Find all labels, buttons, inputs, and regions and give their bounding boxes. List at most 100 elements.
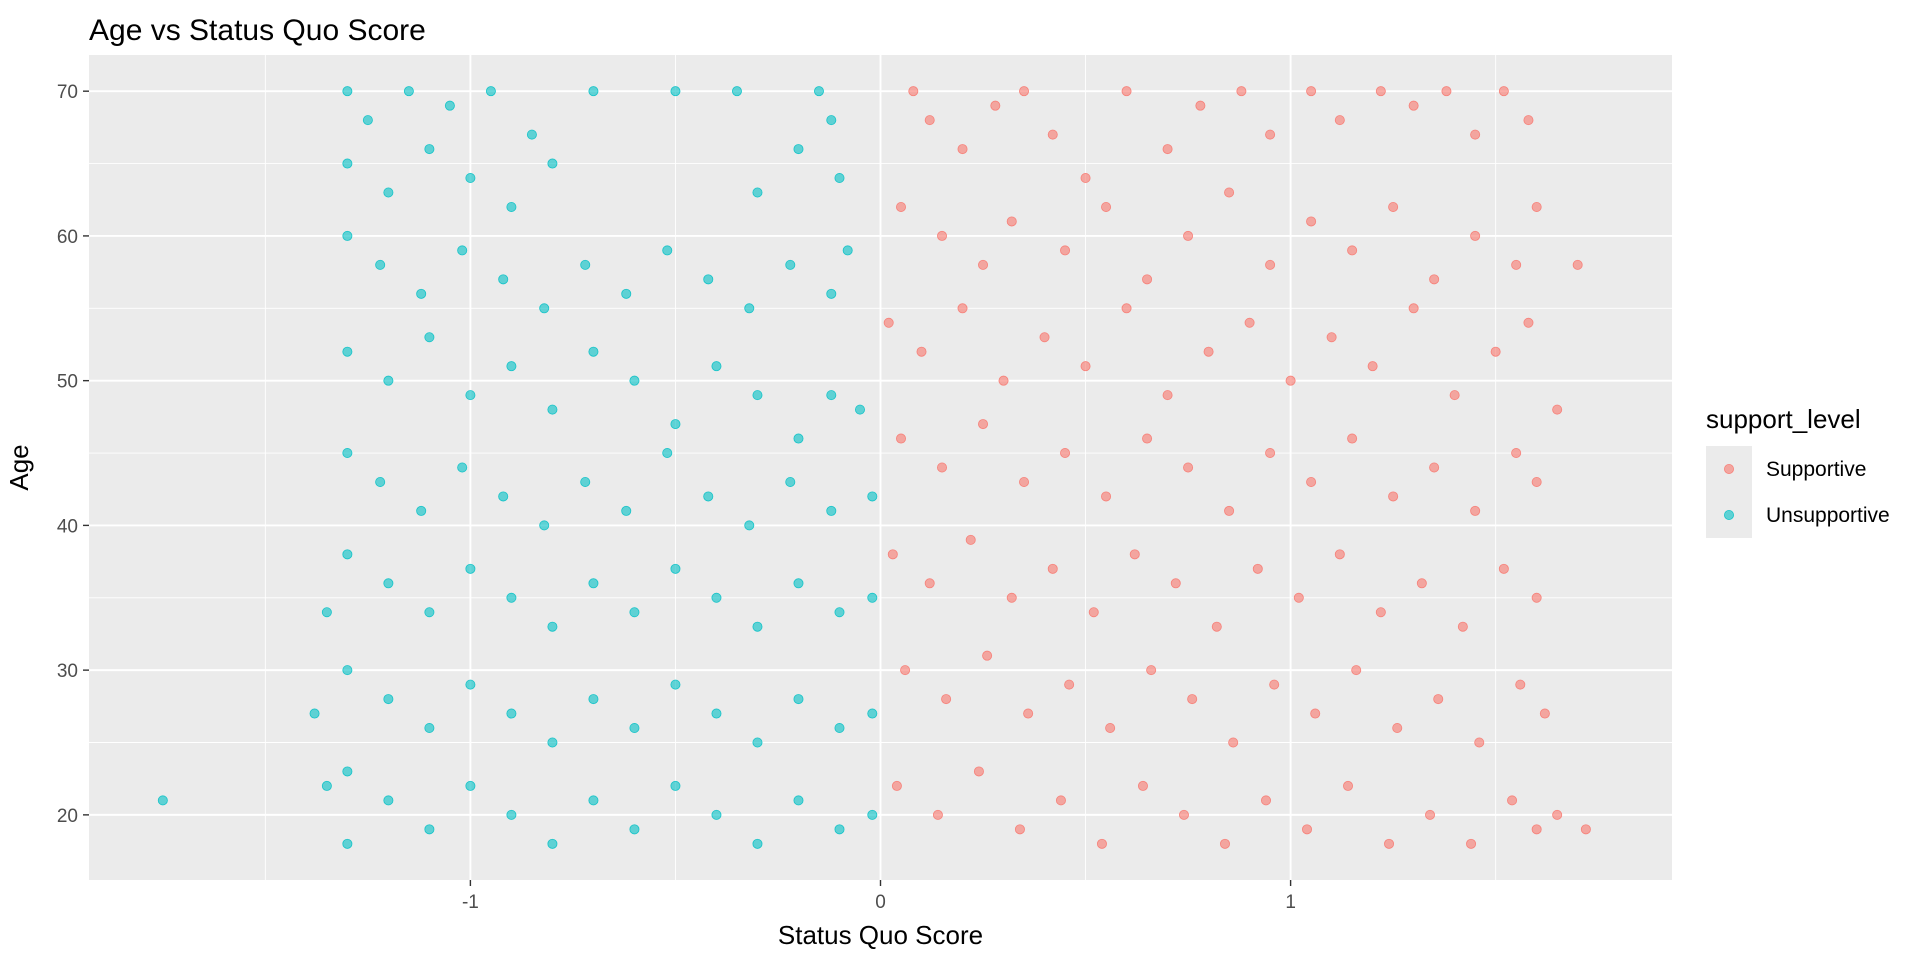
data-point [1490, 346, 1501, 357]
data-point [1552, 809, 1563, 820]
data-point [867, 491, 878, 502]
data-point [1498, 86, 1509, 97]
data-point [588, 346, 599, 357]
data-point [998, 375, 1009, 386]
series-supportive-points [883, 86, 1591, 849]
data-point [1470, 129, 1481, 140]
x-tick-label: 1 [1285, 892, 1296, 913]
data-point [424, 723, 435, 734]
data-point [1367, 361, 1378, 372]
data-point [416, 505, 427, 516]
data-point [1088, 607, 1099, 618]
data-point [937, 230, 948, 241]
data-point [1466, 838, 1477, 849]
data-point [342, 230, 353, 241]
data-point [342, 766, 353, 777]
data-point [383, 694, 394, 705]
data-point [506, 809, 517, 820]
data-point [887, 549, 898, 560]
data-point [1060, 245, 1071, 256]
data-point [1055, 795, 1066, 806]
data-point [973, 766, 984, 777]
data-point [629, 824, 640, 835]
data-point [321, 780, 332, 791]
data-point [342, 549, 353, 560]
data-point [1187, 694, 1198, 705]
data-point [1531, 824, 1542, 835]
data-point [629, 375, 640, 386]
data-point [932, 809, 943, 820]
data-point [547, 621, 558, 632]
legend-marker-unsupportive [1724, 509, 1735, 520]
data-point [1236, 86, 1247, 97]
data-point [588, 86, 599, 97]
major-gridlines [89, 55, 1672, 880]
data-point [670, 780, 681, 791]
data-point [1408, 100, 1419, 111]
data-point [1306, 216, 1317, 227]
legend-marker-supportive [1724, 463, 1735, 474]
data-point [465, 679, 476, 690]
data-point [1449, 390, 1460, 401]
data-point [506, 592, 517, 603]
data-point [1211, 621, 1222, 632]
data-point [1105, 723, 1116, 734]
data-point [1302, 824, 1313, 835]
data-point [1511, 259, 1522, 270]
data-point [539, 520, 550, 531]
data-point [867, 809, 878, 820]
data-point [1121, 303, 1132, 314]
data-point [1429, 462, 1440, 473]
data-point [752, 390, 763, 401]
data-point [752, 838, 763, 849]
data-point [1433, 694, 1444, 705]
y-tick-label: 50 [57, 372, 78, 393]
data-point [1511, 448, 1522, 459]
data-point [834, 607, 845, 618]
data-point [826, 115, 837, 126]
data-point [867, 708, 878, 719]
data-point [1137, 780, 1148, 791]
data-point [1425, 809, 1436, 820]
data-point [1080, 361, 1091, 372]
data-point [1388, 201, 1399, 212]
data-point [1224, 505, 1235, 516]
data-point [711, 809, 722, 820]
data-point [580, 476, 591, 487]
data-point [1219, 838, 1230, 849]
data-point [826, 390, 837, 401]
data-point [937, 462, 948, 473]
data-point [785, 476, 796, 487]
data-point [383, 187, 394, 198]
data-point [424, 824, 435, 835]
data-point [1203, 346, 1214, 357]
data-point [342, 838, 353, 849]
data-point [1470, 230, 1481, 241]
data-point [908, 86, 919, 97]
data-point [793, 433, 804, 444]
data-point [957, 303, 968, 314]
data-point [1441, 86, 1452, 97]
data-point [457, 462, 468, 473]
data-point [1146, 665, 1157, 676]
data-point [621, 288, 632, 299]
data-point [1195, 100, 1206, 111]
data-point [1326, 332, 1337, 343]
data-point [1064, 679, 1075, 690]
data-point [424, 144, 435, 155]
data-point [834, 824, 845, 835]
x-axis-title: Status Quo Score [778, 920, 983, 950]
data-point [1162, 144, 1173, 155]
data-point [465, 780, 476, 791]
legend: support_level Supportive Unsupportive [1706, 404, 1890, 538]
data-point [793, 694, 804, 705]
data-point [1375, 607, 1386, 618]
data-point [1474, 737, 1485, 748]
data-point [1531, 201, 1542, 212]
data-point [924, 578, 935, 589]
data-point [900, 665, 911, 676]
series-unsupportive-points [157, 86, 878, 849]
data-point [1096, 838, 1107, 849]
data-point [1351, 665, 1362, 676]
data-point [703, 491, 714, 502]
